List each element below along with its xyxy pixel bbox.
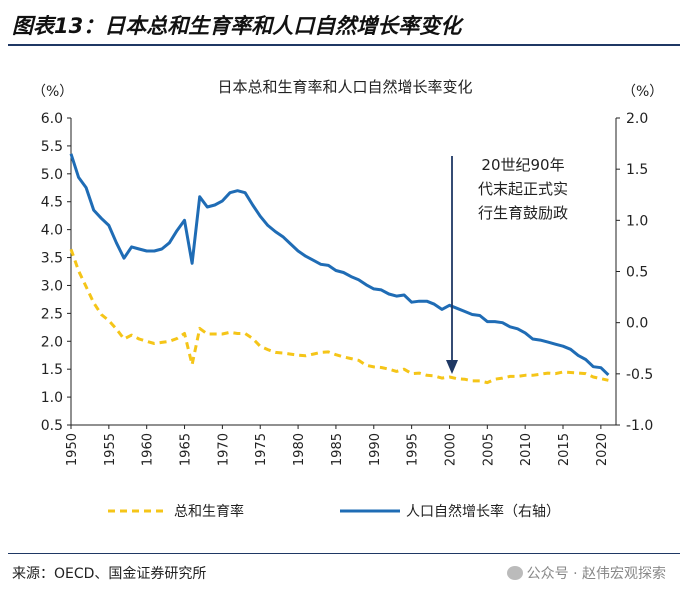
x-tick-label: 1990 bbox=[368, 433, 383, 466]
legend-label-fertility: 总和生育率 bbox=[174, 503, 244, 520]
x-tick-label: 2005 bbox=[481, 433, 496, 466]
right-tick-label: 2.0 bbox=[626, 111, 648, 127]
x-tick-label: 1955 bbox=[103, 433, 118, 466]
x-tick-label: 2015 bbox=[557, 433, 572, 466]
chart: 日本总和生育率和人口自然增长率变化 （%） （%） 6.0 5.5 5.0 4.5 4.… bbox=[32, 78, 663, 520]
right-unit-label: （%） bbox=[622, 84, 663, 100]
x-tick-label: 2010 bbox=[519, 433, 534, 466]
right-tick-label: -0.5 bbox=[626, 367, 653, 383]
left-tick-label: 3.5 bbox=[41, 251, 63, 267]
annotation-line-3: 行生育鼓励政 bbox=[478, 204, 568, 222]
left-tick-label: 3.0 bbox=[41, 278, 63, 294]
x-tick-label: 1975 bbox=[254, 433, 269, 466]
header-rule bbox=[8, 44, 680, 46]
series-lines bbox=[69, 153, 610, 385]
source-note: 来源：OECD、国金证券研究所 bbox=[12, 566, 207, 582]
left-tick-label: 4.0 bbox=[41, 223, 63, 239]
left-tick-label: 1.5 bbox=[41, 362, 63, 378]
watermark-text: 公众号 · 赵伟宏观探索 bbox=[526, 566, 666, 582]
x-tick-label: 1980 bbox=[292, 433, 307, 466]
annotation-arrowhead bbox=[446, 360, 458, 374]
x-tick-label: 1965 bbox=[179, 433, 194, 466]
figure-title: 图表13：日本总和生育率和人口自然增长率变化 bbox=[12, 14, 462, 38]
annotation-line-2: 代末起正式实 bbox=[478, 180, 568, 198]
footer-rule bbox=[8, 553, 680, 554]
wechat-icon bbox=[506, 566, 523, 580]
x-tick-label: 1995 bbox=[406, 433, 421, 466]
x-tick-label: 1960 bbox=[141, 433, 156, 466]
axes: 6.0 5.5 5.0 4.5 4.0 3.5 3.0 2.5 2.0 1.5 1.0 0.5 2.0 1… bbox=[41, 111, 654, 466]
watermark: 公众号 · 赵伟宏观探索 bbox=[506, 563, 666, 583]
left-tick-label: 5.0 bbox=[41, 167, 63, 183]
left-tick-label: 1.0 bbox=[41, 390, 63, 406]
legend: 总和生育率 人口自然增长率（右轴） bbox=[108, 503, 560, 520]
x-tick-label: 1950 bbox=[65, 433, 80, 466]
right-tick-label: 0.5 bbox=[626, 265, 648, 281]
left-tick-label: 0.5 bbox=[41, 418, 63, 434]
left-tick-label: 2.0 bbox=[41, 334, 63, 350]
legend-label-growth: 人口自然增长率（右轴） bbox=[406, 503, 560, 520]
series-line-natural-growth bbox=[69, 153, 610, 376]
chart-title: 日本总和生育率和人口自然增长率变化 bbox=[217, 78, 472, 96]
x-tick-label: 1970 bbox=[216, 433, 231, 466]
x-tick-label: 1985 bbox=[330, 433, 345, 466]
series-line-fertility-rate bbox=[69, 248, 609, 385]
right-tick-label: -1.0 bbox=[626, 418, 653, 434]
left-tick-label: 6.0 bbox=[41, 111, 63, 127]
left-unit-label: （%） bbox=[32, 84, 73, 100]
left-tick-label: 2.5 bbox=[41, 306, 63, 322]
figure-header: 图表13：日本总和生育率和人口自然增长率变化 bbox=[8, 4, 680, 46]
left-tick-label: 5.5 bbox=[41, 139, 63, 155]
annotation-line-1: 20世纪90年 bbox=[481, 156, 564, 174]
policy-annotation: 20世纪90年 代末起正式实 行生育鼓励政 bbox=[446, 156, 568, 374]
right-tick-label: 1.0 bbox=[626, 213, 648, 229]
right-tick-label: 1.5 bbox=[626, 162, 648, 178]
left-tick-label: 4.5 bbox=[41, 195, 63, 211]
x-tick-label: 2000 bbox=[443, 433, 458, 466]
x-tick-label: 2020 bbox=[595, 433, 610, 466]
right-tick-label: 0.0 bbox=[626, 316, 648, 332]
